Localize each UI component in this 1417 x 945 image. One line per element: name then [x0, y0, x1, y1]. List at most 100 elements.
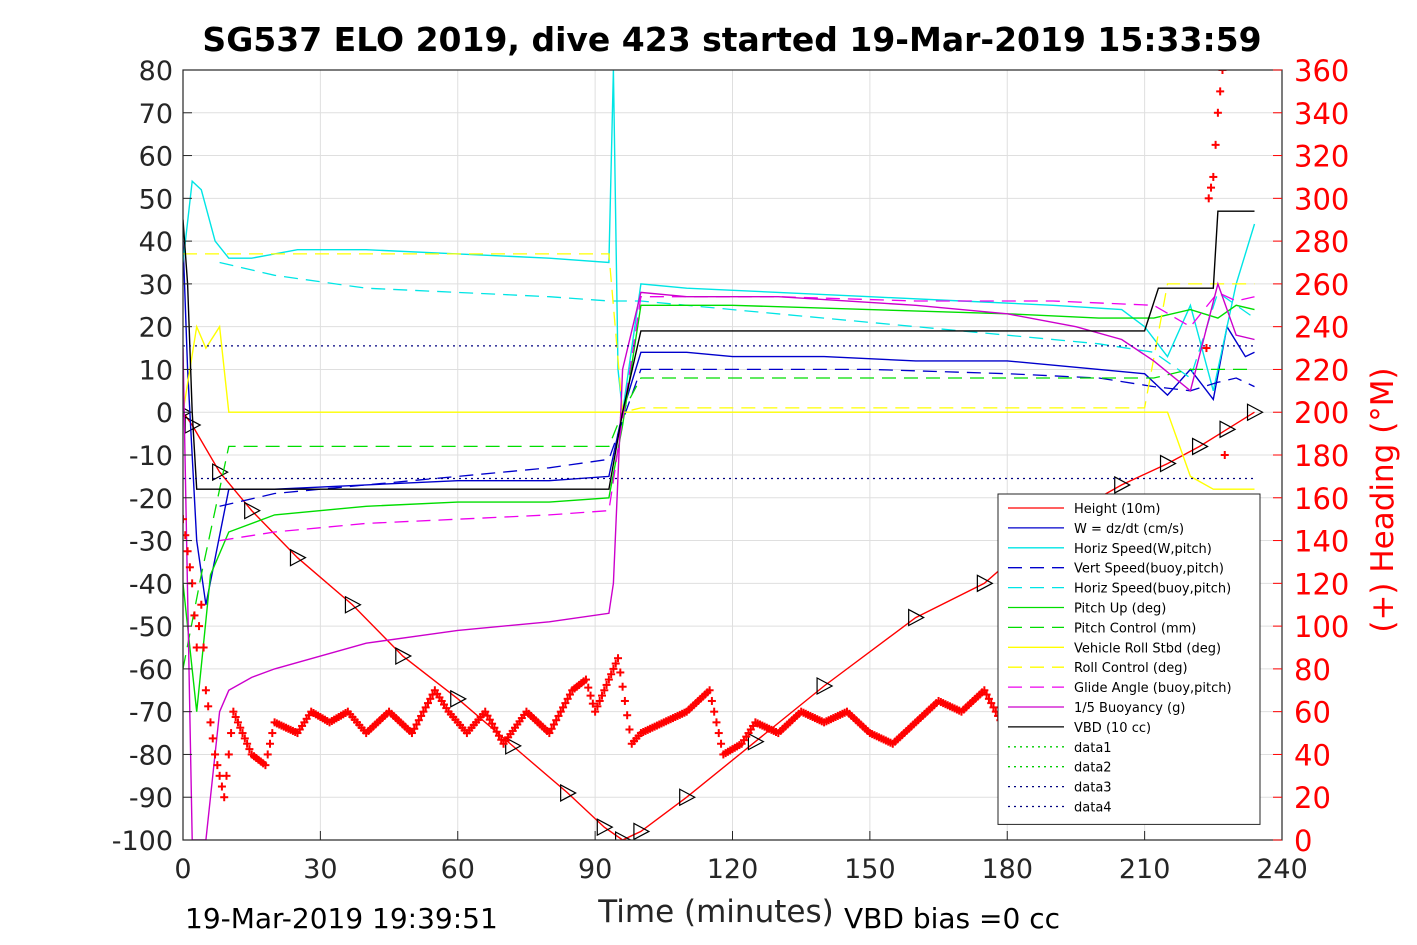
heading-marker — [620, 696, 629, 705]
heading-marker — [607, 670, 616, 679]
heading-marker — [565, 690, 574, 699]
x-tick-label: 120 — [707, 854, 759, 885]
x-tick-label: 150 — [844, 854, 896, 885]
heading-marker — [545, 729, 554, 738]
heading-marker — [1207, 183, 1216, 192]
left-tick-label: 80 — [139, 56, 173, 87]
heading-marker — [714, 729, 723, 738]
heading-marker — [183, 531, 190, 540]
legend-label-height-10m: Height (10m) — [1074, 502, 1160, 517]
heading-marker — [201, 686, 210, 695]
heading-marker — [233, 718, 242, 727]
heading-marker — [211, 750, 220, 759]
heading-marker — [229, 707, 238, 716]
height-marker — [1219, 420, 1237, 439]
heading-marker — [618, 682, 627, 691]
left-tick-label: 20 — [139, 313, 173, 344]
heading-marker — [213, 761, 222, 770]
heading-marker — [982, 690, 991, 699]
left-tick-label: 40 — [139, 227, 173, 258]
left-tick-label: 0 — [156, 398, 173, 429]
right-tick-label: 200 — [1294, 396, 1349, 430]
right-tick-label: 360 — [1294, 54, 1349, 88]
heading-marker — [591, 707, 600, 716]
heading-marker — [602, 680, 611, 689]
x-tick-label: 210 — [1119, 854, 1171, 885]
heading-layer — [183, 70, 1229, 802]
heading-marker — [989, 703, 998, 712]
legend-label-horiz-speed-buoy-pitch: Horiz Speed(buoy,pitch) — [1074, 582, 1231, 597]
heading-marker — [616, 668, 625, 677]
left-axis-ticks: -100-90-80-70-60-50-40-30-20-10010203040… — [112, 56, 192, 857]
heading-marker — [604, 675, 613, 684]
heading-marker — [183, 515, 187, 524]
right-tick-label: 320 — [1294, 140, 1349, 174]
right-axis-ticks: 0 20 40 60 80 100 120 140 160 180 200 220 240 260 280 3… — [1273, 54, 1349, 858]
left-tick-label: -40 — [129, 569, 173, 600]
heading-marker — [984, 694, 993, 703]
heading-marker — [705, 686, 714, 695]
series-line-vert-speed-buoy-pitch — [219, 368, 1255, 507]
legend-box — [997, 493, 1261, 825]
heading-marker — [625, 725, 634, 734]
right-axis-label: (+) Heading (°M) — [1365, 367, 1401, 632]
heading-marker — [215, 771, 224, 780]
heading-marker — [494, 731, 503, 740]
heading-marker — [208, 734, 217, 743]
heading-marker — [190, 611, 199, 620]
series-line-vbd-10-cc — [183, 210, 1255, 490]
right-tick-label: 140 — [1294, 525, 1349, 559]
legend-label-data2: data2 — [1074, 761, 1112, 776]
x-tick-label: 0 — [174, 854, 191, 885]
height-marker — [596, 818, 614, 837]
series-line-pitch-up-deg — [183, 304, 1255, 712]
x-axis-ticks: 0 30 60 90 120 150 180 210 240 — [174, 831, 1308, 885]
heading-marker — [231, 713, 240, 722]
height-marker — [816, 677, 834, 695]
height-marker — [560, 783, 577, 802]
heading-marker — [417, 711, 426, 720]
left-tick-label: -100 — [112, 826, 173, 857]
series-line-glide-angle-buoy-pitch — [219, 291, 1255, 542]
left-tick-label: -90 — [129, 783, 173, 814]
heading-marker — [423, 699, 432, 708]
heading-marker — [407, 729, 416, 738]
x-tick-label: 90 — [578, 854, 612, 885]
heading-marker — [227, 729, 236, 738]
footer-vbd-bias: VBD bias =0 cc — [844, 902, 1060, 935]
legend-label-vehicle-roll-stbd-deg: Vehicle Roll Stbd (deg) — [1074, 641, 1221, 656]
right-tick-label: 240 — [1294, 311, 1349, 345]
heading-marker — [556, 707, 565, 716]
heading-marker — [220, 793, 229, 802]
height-marker — [344, 595, 362, 614]
heading-marker — [1202, 344, 1211, 353]
height-marker — [747, 732, 765, 751]
heading-marker — [712, 718, 721, 727]
right-tick-label: 160 — [1294, 482, 1349, 516]
left-tick-label: 60 — [139, 142, 173, 173]
heading-marker — [485, 715, 494, 724]
chart-title: SG537 ELO 2019, dive 423 started 19-Mar-… — [202, 20, 1261, 59]
heading-marker — [492, 727, 501, 736]
heading-marker — [710, 707, 719, 716]
right-tick-label: 0 — [1294, 824, 1312, 858]
heading-marker — [1218, 70, 1227, 74]
heading-marker — [185, 563, 194, 572]
heading-marker — [980, 686, 989, 695]
heading-marker — [611, 659, 620, 668]
heading-marker — [1211, 140, 1220, 149]
heading-marker — [1209, 172, 1218, 181]
heading-marker — [224, 750, 233, 759]
heading-marker — [581, 675, 590, 684]
heading-marker — [595, 696, 604, 705]
heading-marker — [547, 724, 556, 733]
heading-marker — [1216, 87, 1225, 96]
legend-label-roll-control-deg: Roll Control (deg) — [1074, 661, 1188, 676]
heading-marker — [987, 699, 996, 708]
heading-marker — [206, 718, 215, 727]
left-tick-label: -20 — [129, 484, 173, 515]
heading-marker — [197, 600, 206, 609]
heading-marker — [426, 694, 435, 703]
heading-marker — [588, 699, 597, 708]
